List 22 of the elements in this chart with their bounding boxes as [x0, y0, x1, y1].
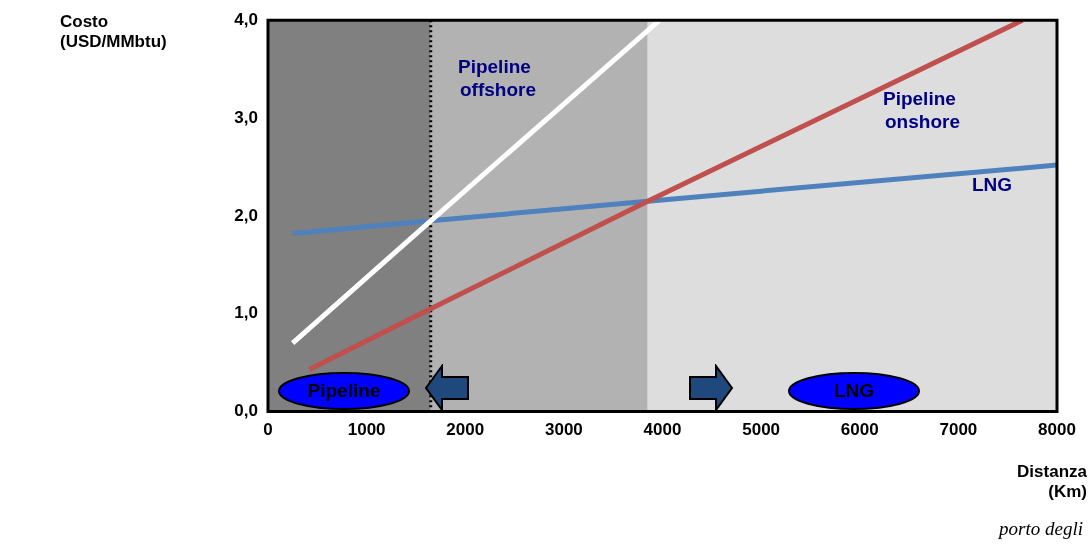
x-tick-label: 4000	[643, 420, 682, 440]
y-tick-label: 4,0	[234, 9, 258, 29]
x-tick-label: 5000	[742, 420, 781, 440]
x-axis-title: Distanza (Km)	[1017, 462, 1087, 502]
x-tick-label: 0	[263, 420, 273, 440]
x-tick-label: 3000	[544, 420, 583, 440]
x-tick-label: 8000	[1038, 420, 1076, 440]
y-tick-label: 0,0	[234, 401, 258, 421]
series-label: LNG	[972, 173, 1013, 195]
x-tick-label: 6000	[840, 420, 879, 440]
annotation: Pipeline	[306, 379, 382, 402]
text: porto degli	[999, 518, 1083, 540]
series-label: Pipeline offshore	[458, 55, 536, 100]
x-tick-label: 7000	[939, 420, 978, 440]
x-tick-label: 2000	[446, 420, 485, 440]
y-tick-label: 1,0	[234, 303, 258, 323]
x-tick-label: 1000	[347, 420, 386, 440]
series-label: Pipeline onshore	[883, 87, 960, 132]
y-tick-label: 3,0	[234, 107, 258, 127]
annotation: LNG	[832, 379, 876, 402]
y-axis-title: Costo (USD/MMbtu)	[60, 12, 167, 52]
y-tick-label: 2,0	[234, 205, 258, 225]
